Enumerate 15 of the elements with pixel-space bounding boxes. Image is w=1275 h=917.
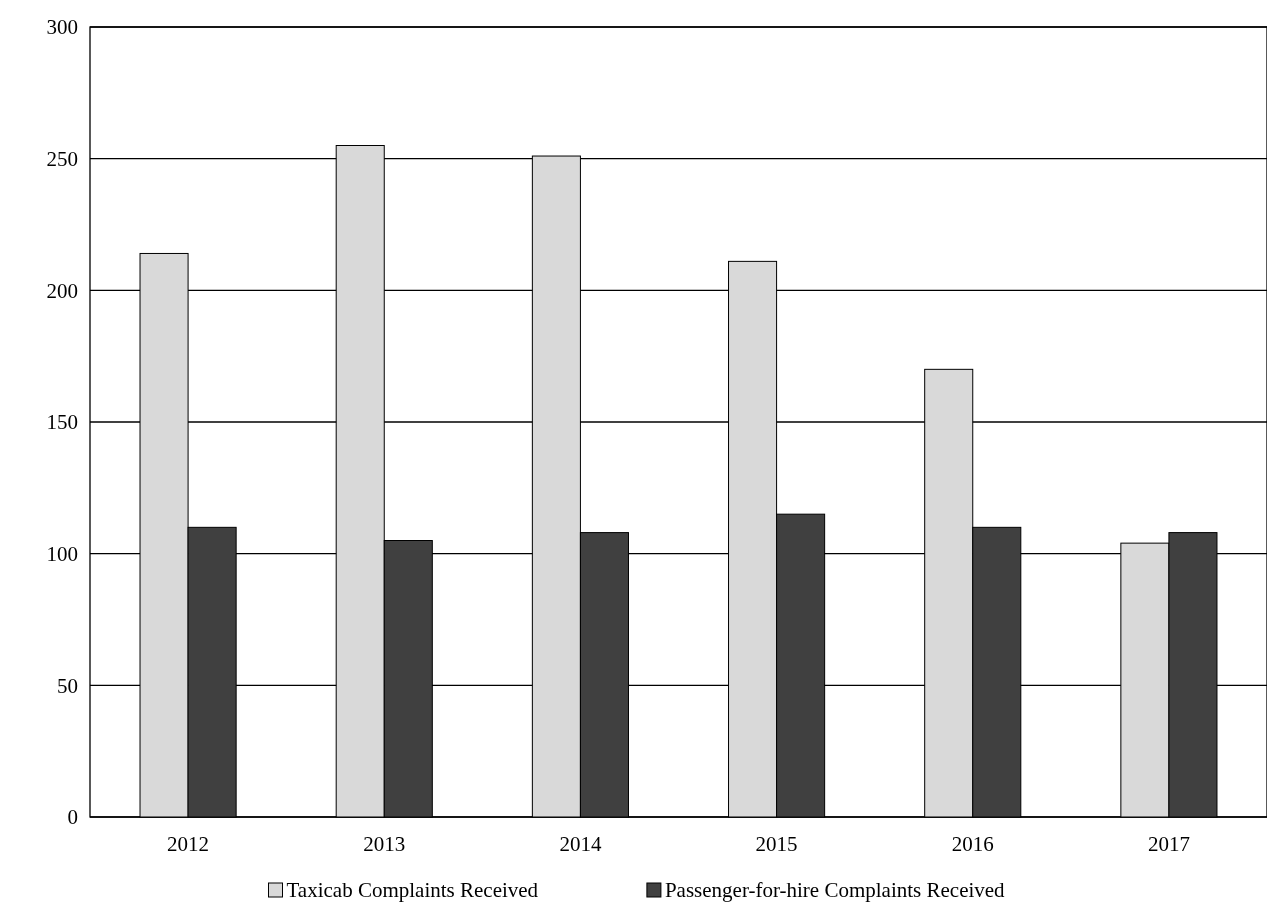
x-tick-label: 2017 (1147, 832, 1190, 856)
x-tick-label: 2016 (951, 832, 994, 856)
y-tick-label: 150 (46, 410, 78, 435)
legend-label: Taxicab Complaints Received (286, 878, 539, 902)
x-tick-label: 2013 (363, 832, 406, 856)
y-tick-label: 50 (57, 673, 78, 698)
x-tick-label: 2012 (167, 832, 210, 856)
x-tick-label: 2014 (559, 832, 602, 856)
x-tick-label: 2015 (755, 832, 798, 856)
y-tick-label: 0 (67, 805, 78, 830)
y-tick-label: 100 (46, 542, 78, 567)
y-tick-label: 300 (46, 15, 78, 40)
y-tick-label: 200 (46, 278, 78, 303)
legend-label: Passenger-for-hire Complaints Received (664, 878, 1006, 902)
y-tick-label: 250 (46, 147, 78, 172)
